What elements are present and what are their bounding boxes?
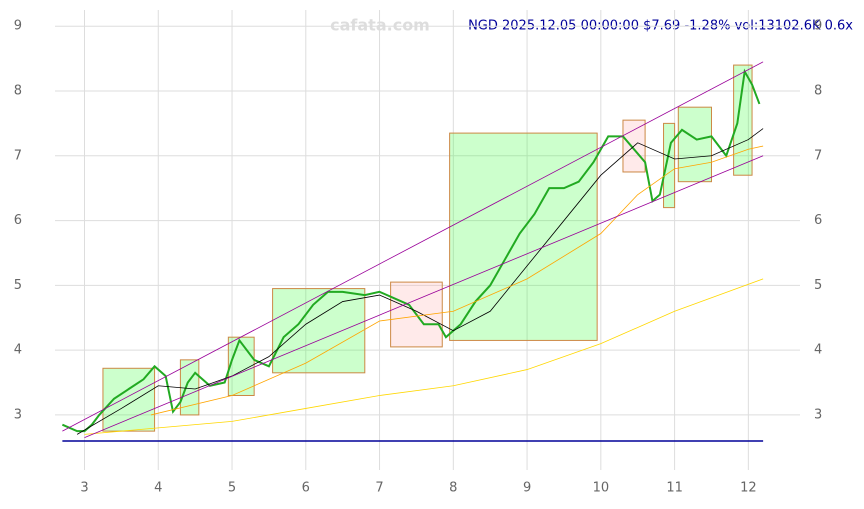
- y-tick-label: 5: [14, 278, 22, 293]
- x-tick-label: 9: [523, 481, 531, 496]
- series-channel-low: [84, 155, 764, 438]
- y-tick-label-right: 6: [814, 213, 822, 228]
- zone-box: [449, 132, 598, 341]
- x-tick-label: 6: [302, 481, 310, 496]
- series-ma20: [76, 128, 764, 435]
- x-tick-label: 7: [375, 481, 383, 496]
- x-tick-label: 3: [80, 481, 88, 496]
- zone-box: [663, 122, 676, 209]
- y-tick-label: 7: [14, 148, 22, 163]
- y-tick-label: 9: [14, 19, 22, 34]
- zone-box: [272, 288, 366, 374]
- zone-box: [677, 106, 712, 183]
- x-tick-label: 4: [154, 481, 162, 496]
- y-tick-label: 3: [14, 407, 22, 422]
- zone-box: [179, 359, 200, 416]
- x-tick-label: 8: [449, 481, 457, 496]
- y-tick-label-right: 7: [814, 148, 822, 163]
- y-tick-label: 6: [14, 213, 22, 228]
- y-tick-label: 4: [14, 343, 22, 358]
- y-tick-label-right: 4: [814, 343, 822, 358]
- y-tick-label-right: 9: [814, 19, 822, 34]
- series-channel-high: [62, 61, 764, 432]
- zone-box: [733, 64, 753, 176]
- series-price: [61, 68, 761, 433]
- y-tick-label-right: 8: [814, 83, 822, 98]
- series-ma50: [150, 145, 764, 416]
- y-tick-label-right: 5: [814, 278, 822, 293]
- x-tick-label: 12: [740, 481, 757, 496]
- x-tick-label: 5: [228, 481, 236, 496]
- x-tick-label: 11: [666, 481, 683, 496]
- y-tick-label: 8: [14, 83, 22, 98]
- series-ma200: [84, 278, 764, 435]
- x-tick-label: 10: [593, 481, 610, 496]
- y-tick-label-right: 3: [814, 407, 822, 422]
- zone-box: [102, 367, 156, 432]
